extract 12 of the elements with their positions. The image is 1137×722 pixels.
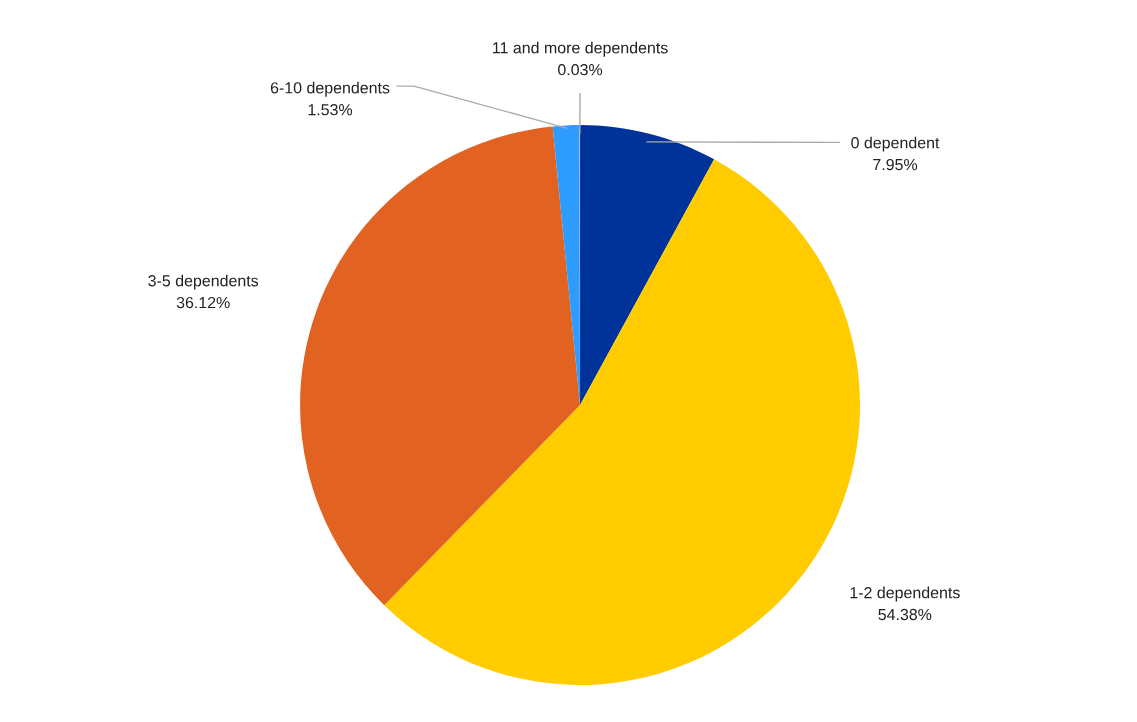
data-label: 36.12% xyxy=(176,296,230,309)
data-label: 54.38% xyxy=(878,608,932,621)
slice-label: 6-10 dependents xyxy=(270,81,390,97)
data-label: 7.95% xyxy=(873,158,918,171)
pie-slice xyxy=(300,126,581,606)
slice-label: 3-5 dependents xyxy=(148,274,259,290)
slice-label: 1-2 dependents xyxy=(850,586,960,602)
slice-label: 11 and more dependents xyxy=(493,41,668,57)
data-label: 0.03% xyxy=(558,63,603,76)
slice-label: 0 dependent xyxy=(851,136,940,152)
pie-slice xyxy=(580,125,715,406)
data-label: 1.53% xyxy=(308,104,353,116)
